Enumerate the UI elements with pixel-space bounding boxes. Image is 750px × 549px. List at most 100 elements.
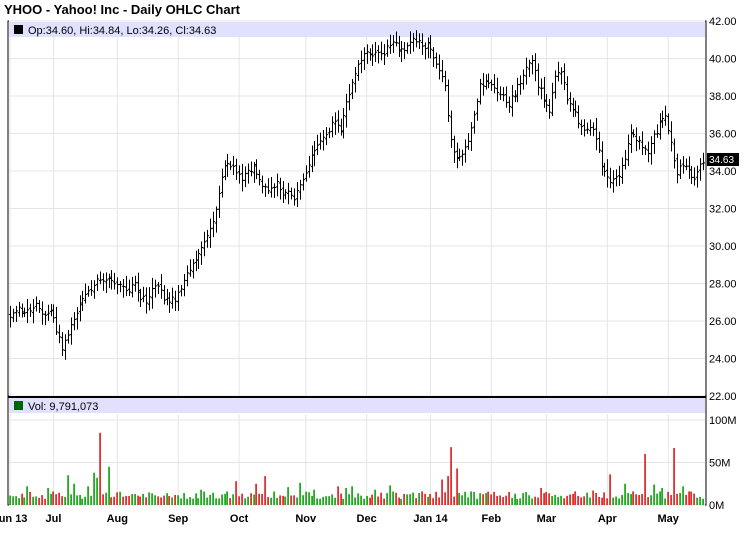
volume-bar [174, 494, 176, 505]
volume-bar [342, 498, 344, 505]
ohlc-bar [614, 169, 619, 187]
last-price-label: 34.63 [709, 155, 734, 166]
y-tick-label: 42.00 [709, 16, 737, 28]
ohlc-bar [266, 178, 271, 195]
y-tick-label: 26.00 [709, 316, 737, 328]
volume-bar [255, 483, 257, 505]
ohlc-bar [495, 77, 500, 102]
ohlc-bar [260, 175, 265, 194]
volume-bar [551, 496, 553, 505]
volume-bar [479, 493, 481, 505]
volume-bar [580, 497, 582, 505]
volume-bar [566, 495, 568, 505]
ohlc-bar [420, 33, 425, 55]
price-y-axis: 22.00 24.00 26.00 28.00 30.00 32.00 34.00 36.00… [709, 16, 737, 403]
volume-bar [435, 491, 437, 505]
volume-bar [99, 432, 101, 505]
volume-bar [569, 494, 571, 505]
volume-bar [328, 496, 330, 505]
y-tick-label: 36.00 [709, 129, 737, 141]
volume-bar [592, 490, 594, 505]
ohlc-bar [66, 329, 71, 344]
ohlc-bar [457, 148, 462, 162]
ohlc-bar [301, 173, 306, 191]
ohlc-bar [678, 159, 683, 180]
volume-bar [180, 498, 182, 505]
ohlc-bar [49, 303, 54, 317]
volume-bar [537, 497, 539, 505]
volume-bar [287, 487, 289, 505]
ohlc-bar [127, 279, 132, 297]
volume-bar [279, 495, 281, 505]
volume-bar [273, 491, 275, 505]
ohlc-bar [324, 127, 329, 146]
volume-bar [531, 498, 533, 505]
ohlc-bar [11, 308, 16, 323]
volume-bar [514, 493, 516, 505]
ohlc-bar [46, 304, 51, 321]
ohlc-bar [623, 149, 628, 170]
ohlc-bar [228, 160, 233, 171]
ohlc-bar [63, 334, 68, 360]
ohlc-bar [649, 136, 654, 165]
ohlc-bar [167, 292, 172, 313]
ohlc-bar [521, 69, 526, 90]
volume-bar [18, 498, 20, 505]
volume-bar [215, 498, 217, 505]
volume-tick-label: 100M [709, 415, 737, 427]
volume-bar [122, 496, 124, 505]
ohlc-bar [275, 173, 280, 197]
volume-bar [615, 496, 617, 505]
volume-bar [67, 475, 69, 505]
volume-bar [186, 498, 188, 505]
ohlc-bar [597, 131, 602, 153]
volume-bar [528, 495, 530, 505]
volume-bar [348, 494, 350, 505]
volume-bar [151, 493, 153, 505]
ohlc-bar [376, 45, 381, 64]
volume-bar [171, 497, 173, 505]
ohlc-bar [269, 176, 274, 198]
volume-bar [26, 486, 28, 505]
ohlc-bar [286, 182, 291, 205]
ohlc-bar [382, 44, 387, 66]
volume-bar [650, 495, 652, 505]
last-price-tag [707, 153, 739, 166]
volume-bar [398, 497, 400, 505]
ohlc-bar [211, 211, 216, 238]
ohlc-bar [101, 273, 106, 291]
x-tick-label: May [658, 513, 680, 525]
volume-bar [612, 497, 614, 505]
ohlc-bar [565, 76, 570, 105]
volume-bar [598, 496, 600, 505]
volume-bar [624, 483, 626, 505]
volume-bar [160, 497, 162, 505]
y-tick-label: 32.00 [709, 204, 737, 216]
volume-bar [90, 495, 92, 505]
volume-bar [638, 494, 640, 505]
volume-bar [621, 494, 623, 505]
volume-y-axis: 0M 50M 100M [709, 415, 737, 512]
ohlc-bar [536, 63, 541, 96]
ohlc-bar [527, 59, 532, 78]
volume-bar [276, 497, 278, 505]
ohlc-bar [449, 110, 454, 148]
volume-bar [583, 496, 585, 505]
volume-info-text: Vol: 9,791,073 [28, 401, 98, 413]
volume-bar [485, 493, 487, 505]
volume-bar [377, 496, 379, 505]
volume-bar [522, 493, 524, 505]
ohlc-bar [199, 241, 204, 265]
volume-bar [641, 493, 643, 505]
ohlc-bar [107, 273, 112, 289]
ohlc-bar [104, 272, 109, 294]
volume-bar [212, 492, 214, 505]
volume-bar [61, 496, 63, 505]
volume-bar [406, 494, 408, 505]
ohlc-bar [217, 185, 222, 218]
ohlc-bar [414, 30, 419, 48]
ohlc-bar [562, 63, 567, 91]
ohlc-bar [666, 113, 671, 135]
ohlc-bar [663, 105, 668, 126]
volume-bar [609, 474, 611, 505]
